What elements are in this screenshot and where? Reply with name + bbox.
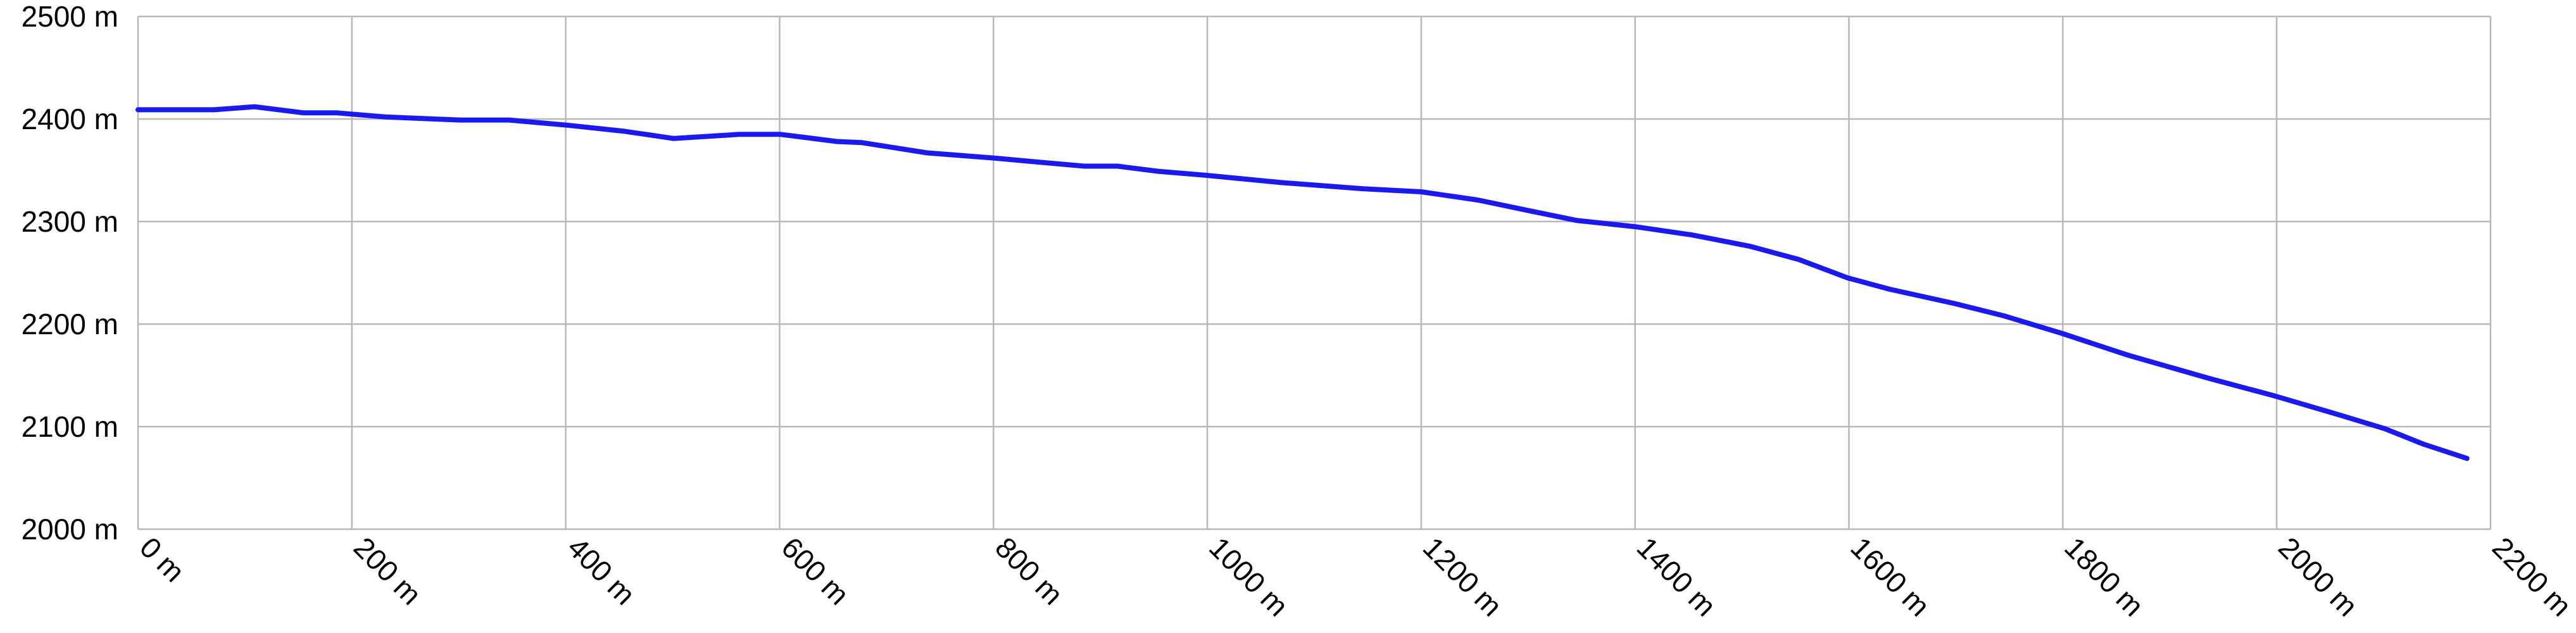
y-tick-label: 2300 m	[22, 205, 118, 238]
x-tick-label: 800 m	[989, 530, 1069, 611]
elevation-line	[135, 104, 2470, 461]
x-tick-label: 1400 m	[1631, 530, 1723, 622]
x-tick-label: 1000 m	[1203, 530, 1295, 622]
y-tick-label: 2500 m	[22, 0, 118, 33]
x-tick-label: 600 m	[775, 530, 855, 611]
x-tick-label: 2200 m	[2486, 530, 2576, 622]
y-tick-label: 2100 m	[22, 410, 118, 443]
y-tick-label: 2000 m	[22, 513, 118, 546]
y-tick-label: 2400 m	[22, 103, 118, 135]
x-tick-label: 400 m	[562, 530, 642, 611]
x-tick-label: 1800 m	[2058, 530, 2150, 622]
y-tick-label: 2200 m	[22, 308, 118, 341]
x-tick-label: 1600 m	[1844, 530, 1936, 622]
x-tick-label: 200 m	[348, 530, 428, 611]
x-tick-label: 1200 m	[1417, 530, 1509, 622]
x-tick-label: 0 m	[134, 530, 191, 588]
x-tick-label: 2000 m	[2272, 530, 2364, 622]
